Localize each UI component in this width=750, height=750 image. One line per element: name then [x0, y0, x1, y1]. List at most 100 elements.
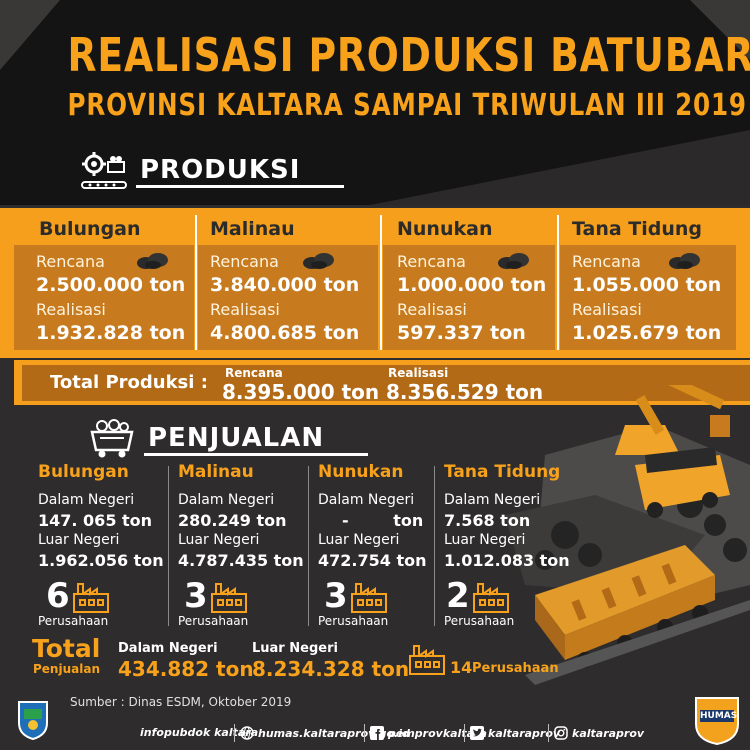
mine-cart-icon	[90, 419, 134, 458]
realisasi-label: Realisasi	[210, 300, 280, 319]
total-rencana-value: 8.395.000 ton	[222, 380, 380, 404]
produksi-heading: PRODUKSI	[80, 150, 345, 192]
perusahaan-label: Perusahaan	[38, 614, 109, 628]
coal-icon	[498, 253, 529, 269]
rencana-label: Rencana	[36, 252, 105, 271]
luar-negeri-value: 4.787.435 ton	[178, 551, 304, 570]
realisasi-value: 4.800.685 ton	[210, 322, 360, 344]
factory-icon	[211, 583, 247, 613]
footer-separator	[548, 724, 549, 742]
footer-separator	[464, 724, 465, 742]
region-name: Nunukan	[397, 218, 493, 240]
twitter-icon	[470, 726, 484, 740]
column-divider	[195, 215, 197, 350]
region-name: Tana Tidung	[572, 218, 703, 240]
production-region-nunukan: Nunukan Rencana 1.000.000 ton Realisasi …	[383, 208, 555, 358]
humas-logo-text: HUMAS	[700, 711, 738, 721]
footer-link-text: pemprovkaltara	[388, 726, 487, 740]
dalam-negeri-label: Dalam Negeri	[178, 492, 275, 508]
column-divider	[380, 215, 382, 350]
factory-icon	[351, 583, 387, 613]
gear-cart-icon	[81, 152, 127, 189]
realisasi-value: 1.932.828 ton	[36, 322, 186, 344]
factory-icon	[473, 583, 509, 613]
footer-separator	[364, 724, 365, 742]
footer-link-infopubdok[interactable]: infopubdok kaltara	[140, 726, 258, 739]
column-divider	[434, 466, 435, 626]
dalam-negeri-value: 280.249 ton	[178, 511, 287, 530]
produksi-heading-label: PRODUKSI	[136, 155, 345, 188]
penjualan-heading: PENJUALAN	[88, 418, 369, 460]
region-name: Bulungan	[39, 218, 141, 240]
region-name: Malinau	[210, 218, 295, 240]
rencana-label: Rencana	[397, 252, 466, 271]
luar-negeri-label: Luar Negeri	[38, 532, 120, 548]
rencana-value: 1.055.000 ton	[572, 274, 722, 296]
luar-negeri-value: 1.012.083 ton	[444, 551, 570, 570]
humas-logo	[695, 697, 739, 746]
realisasi-value: 597.337 ton	[397, 322, 526, 344]
company-count: 2	[446, 576, 470, 616]
footer-separator	[234, 724, 235, 742]
total-company-label: Perusahaan	[472, 661, 559, 676]
coal-icon	[137, 253, 168, 269]
region-name: Tana Tidung	[444, 462, 561, 482]
rencana-value: 3.840.000 ton	[210, 274, 360, 296]
footer-link-facebook[interactable]: pemprovkaltara	[370, 726, 487, 740]
column-divider	[168, 466, 169, 626]
dalam-negeri-label: Dalam Negeri	[38, 492, 135, 508]
footer-link-text: infopubdok kaltara	[140, 726, 259, 739]
footer-link-text: kaltaraprov	[572, 726, 645, 740]
total-rencana-label: Rencana	[225, 366, 283, 380]
company-count: 3	[324, 576, 348, 616]
coal-icon	[303, 253, 334, 269]
total-luar-label: Luar Negeri	[252, 641, 338, 656]
production-region-tana-tidung: Tana Tidung Rencana 1.055.000 ton Realis…	[560, 208, 736, 358]
dalam-negeri-value: 147. 065 ton	[38, 511, 153, 530]
dalam-negeri-value: 7.568 ton	[444, 511, 531, 530]
total-production-inner	[22, 365, 750, 401]
total-realisasi-label: Realisasi	[388, 366, 449, 380]
dalam-negeri-value: - ton	[342, 511, 424, 530]
region-name: Malinau	[178, 462, 254, 482]
luar-negeri-label: Luar Negeri	[318, 532, 400, 548]
production-region-bulungan: Bulungan Rencana 2.500.000 ton Realisasi…	[14, 208, 194, 358]
total-dalam-label: Dalam Negeri	[118, 641, 218, 656]
dalam-negeri-label: Dalam Negeri	[444, 492, 541, 508]
factory-icon	[409, 645, 445, 675]
production-region-malinau: Malinau Rencana 3.840.000 ton Realisasi …	[198, 208, 378, 358]
luar-negeri-value: 472.754 ton	[318, 551, 427, 570]
mining-illustration	[505, 385, 750, 685]
footer-link-twitter[interactable]: kaltaraprov	[470, 726, 560, 740]
total-luar-value: 8.234.328 ton	[252, 657, 410, 681]
rencana-label: Rencana	[572, 252, 641, 271]
total-sales-sublabel: Penjualan	[33, 662, 100, 676]
footer-link-text: kaltaraprov	[488, 726, 561, 740]
total-sales-label: Total	[32, 634, 101, 663]
title-line-1: REALISASI PRODUKSI BATUBARA	[67, 28, 750, 82]
rencana-value: 2.500.000 ton	[36, 274, 186, 296]
instagram-icon	[554, 726, 568, 740]
realisasi-label: Realisasi	[572, 300, 642, 319]
dalam-negeri-label: Dalam Negeri	[318, 492, 415, 508]
total-company-count: 14	[450, 658, 473, 677]
footer-link-instagram[interactable]: kaltaraprov	[554, 726, 644, 740]
company-count: 6	[46, 576, 70, 616]
facebook-icon	[370, 726, 384, 740]
total-production-label: Total Produksi :	[50, 372, 208, 393]
realisasi-label: Realisasi	[36, 300, 106, 319]
column-divider	[308, 466, 309, 626]
penjualan-heading-label: PENJUALAN	[144, 423, 369, 456]
region-box	[198, 245, 378, 350]
luar-negeri-label: Luar Negeri	[444, 532, 526, 548]
province-emblem-icon	[18, 701, 48, 741]
coal-icon	[669, 253, 700, 269]
company-count: 3	[184, 576, 208, 616]
perusahaan-label: Perusahaan	[178, 614, 249, 628]
column-divider	[557, 215, 559, 350]
region-name: Bulungan	[38, 462, 129, 482]
rencana-label: Rencana	[210, 252, 279, 271]
region-box	[560, 245, 736, 350]
